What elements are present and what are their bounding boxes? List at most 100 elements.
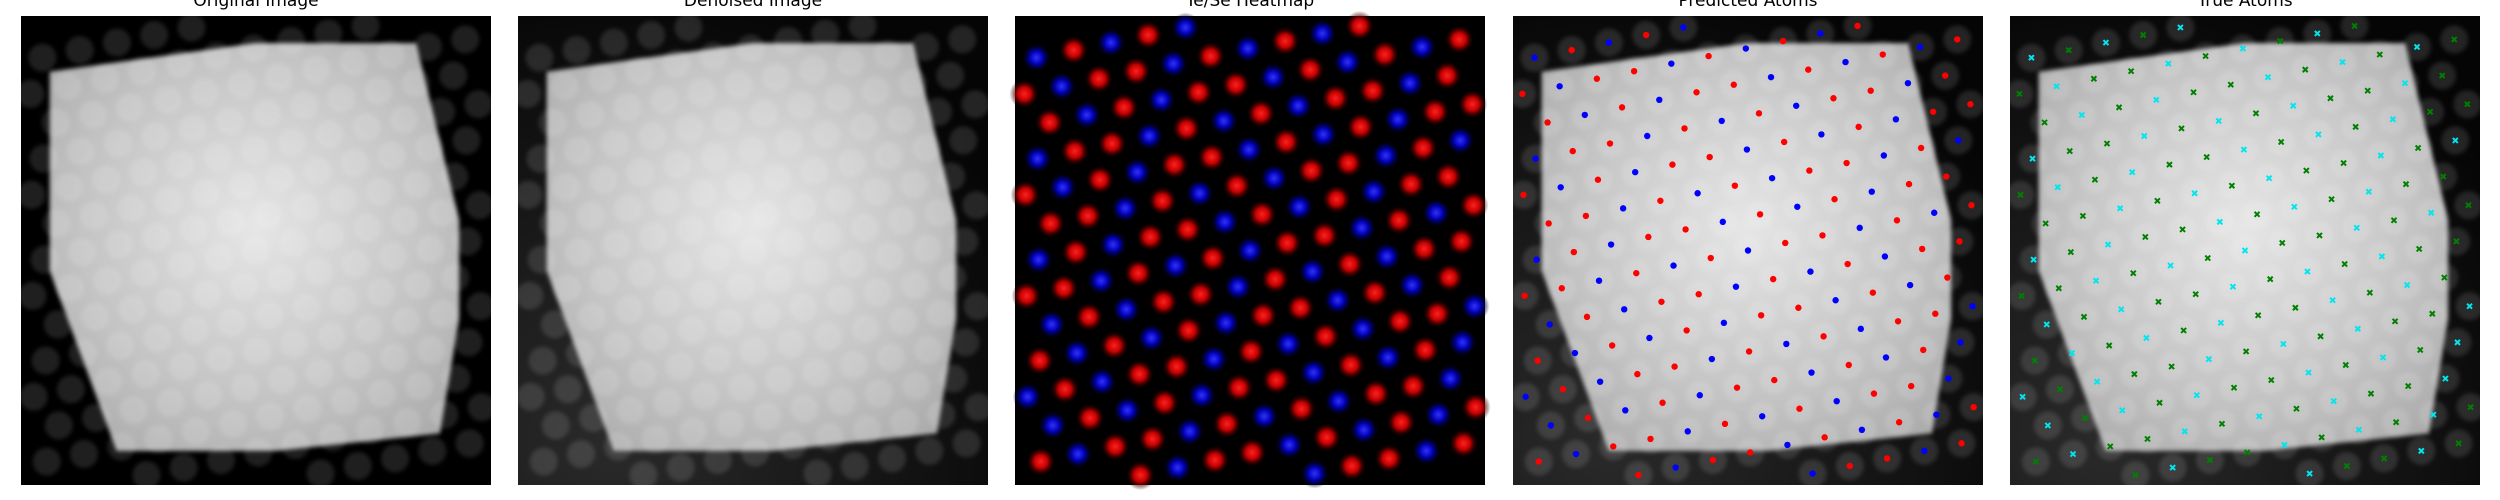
texture-spot [165,49,194,78]
panel [16,11,496,490]
texture-spot [713,207,742,236]
predicted-atom [1931,209,1938,216]
predicted-atom [1784,441,1791,449]
texture-spot [949,126,978,155]
texture-spot [924,97,953,126]
texture-spot [812,120,841,149]
heatmap-blob [1332,47,1363,78]
predicted-atom [1631,168,1639,176]
heatmap-blob [1195,41,1226,72]
texture-spot [66,137,95,166]
true-atom [2168,363,2175,370]
predicted-atom [1582,212,1590,220]
texture-spot [316,221,345,250]
predicted-atom [1906,281,1914,289]
heatmap-blob [1237,437,1268,468]
heatmap-blob [1161,351,1192,382]
texture-spot [293,394,322,423]
heatmap-blob [1284,191,1315,222]
texture-spot [699,42,728,71]
texture-spot [467,393,496,422]
true-atom [2217,319,2225,327]
texture-spot [937,162,966,191]
texture-spot [961,90,990,119]
predicted-atom [1535,458,1542,465]
predicted-atom [1796,405,1803,412]
panel-title: Original Image [193,0,318,11]
texture-spot [900,170,929,199]
texture-spot [143,323,172,352]
texture-spot [177,13,206,42]
texture-spot [204,244,233,273]
true-atom [2366,289,2374,296]
predicted-atom [1669,161,1676,168]
texture-spot [267,265,296,294]
texture-spot [53,72,82,101]
texture-spot [28,43,57,72]
predicted-atom [1745,348,1753,355]
true-atom [2353,224,2360,232]
texture-spot [752,301,781,330]
predicted-atom [1933,411,1940,418]
texture-spot [925,198,954,227]
texture-spot [577,302,606,331]
predicted-atom [1705,52,1712,60]
panel-title: True Atoms [2196,0,2292,11]
true-atom [2327,95,2334,102]
true-atom [2376,51,2383,58]
predicted-atom [1720,319,1728,327]
true-atom [2340,159,2347,167]
true-atom [2304,268,2311,275]
true-atom [2179,226,2186,233]
heatmap-blob [1323,386,1354,417]
texture-spot [281,430,310,459]
predicted-atom [1856,224,1863,232]
heatmap-blob [1444,24,1475,55]
panel [513,11,993,490]
heatmap-blob [1173,315,1204,346]
texture-spot [701,244,730,273]
texture-spot [563,137,592,166]
heatmap-blob [1034,107,1065,138]
predicted-atom [1845,361,1852,369]
texture-spot [65,36,94,65]
texture-spot [117,194,146,223]
texture-spot [775,127,804,156]
true-atom [2030,256,2037,263]
texture-spot [898,69,927,98]
true-atom [2389,116,2397,123]
predicted-atom [1880,152,1888,159]
heatmap-blob [1174,416,1205,447]
true-atom [2103,140,2111,147]
predicted-atom [1593,75,1601,82]
texture-spot [513,79,542,108]
predicted-atom [1544,119,1551,126]
heatmap-blob [1458,190,1489,221]
heatmap-blob [1137,423,1168,454]
predicted-atom [1842,58,1849,66]
heatmap-blob [1435,363,1466,394]
texture-spot [278,127,307,156]
texture-spot [142,222,171,251]
texture-spot [662,49,691,78]
texture-spot [763,164,792,193]
texture-spot [415,133,444,162]
heatmap-blob [1061,338,1092,369]
true-atom [2053,83,2060,90]
heatmap-blob [1197,243,1228,274]
texture-spot [827,387,856,416]
texture-spot [339,48,368,77]
predicted-atom [1533,256,1540,263]
heatmap-blob [1196,142,1227,173]
true-atom [2440,173,2447,180]
true-atom [2169,464,2176,471]
true-atom [2032,458,2039,465]
texture-spot [54,173,83,202]
predicted-atom [1832,297,1839,304]
true-atom [2404,382,2412,390]
texture-spot [314,19,343,48]
texture-spot [614,194,643,223]
true-atom [2314,30,2321,37]
texture-spot [878,444,907,473]
heatmap-blob [1320,83,1351,114]
